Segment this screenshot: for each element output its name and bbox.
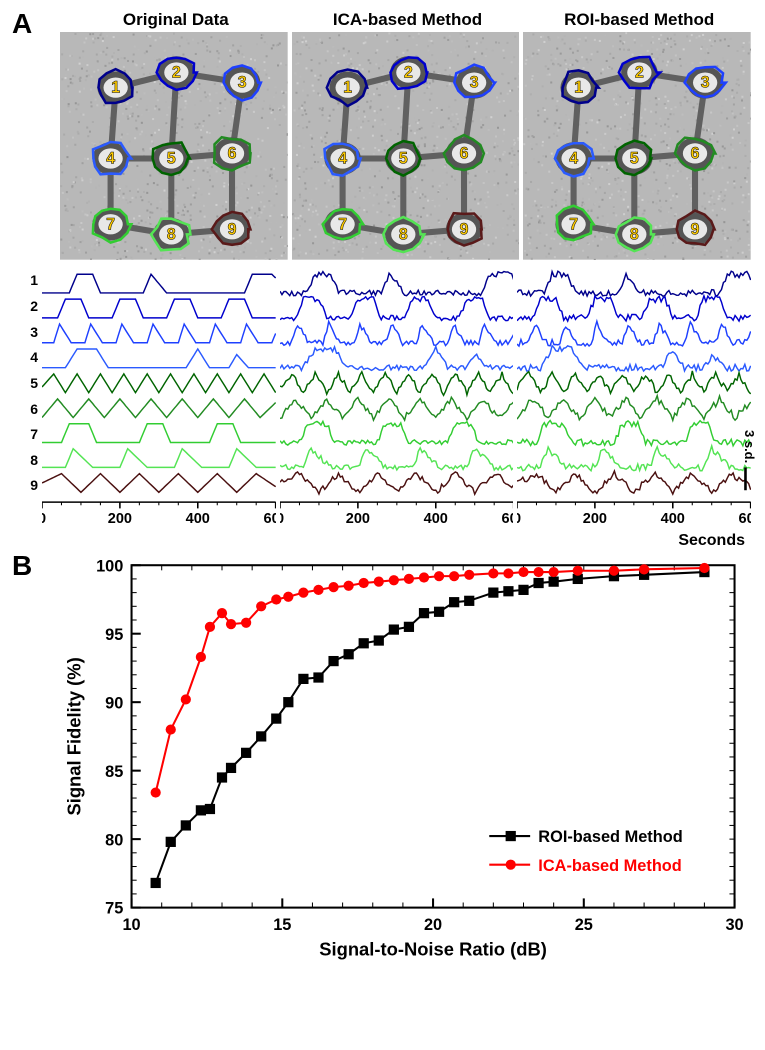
svg-text:90: 90 — [105, 695, 123, 713]
chart-b-container: 10 15 20 25 30 75 80 85 90 95 100 Signal-to-Noise R… — [60, 555, 755, 969]
svg-text:5: 5 — [398, 150, 407, 168]
svg-text:200: 200 — [108, 511, 132, 527]
svg-text:200: 200 — [345, 511, 369, 527]
svg-text:1: 1 — [574, 79, 583, 97]
trace-col-0 — [42, 268, 276, 499]
panel-b-label: B — [12, 550, 32, 582]
svg-text:80: 80 — [105, 832, 123, 850]
figure: A Original Data ICA-based Method ROI-bas… — [10, 10, 755, 969]
trace-xaxis-1: 0 200 400 600 — [280, 498, 514, 532]
svg-text:2: 2 — [404, 64, 413, 82]
svg-text:3: 3 — [701, 74, 710, 92]
trace-col-2 — [517, 268, 751, 499]
svg-text:9: 9 — [228, 220, 237, 238]
svg-text:25: 25 — [575, 916, 593, 934]
svg-text:1: 1 — [343, 79, 352, 97]
svg-text:400: 400 — [186, 511, 210, 527]
svg-text:9: 9 — [691, 220, 700, 238]
svg-text:95: 95 — [105, 626, 123, 644]
svg-text:400: 400 — [661, 511, 685, 527]
svg-text:4: 4 — [106, 150, 115, 168]
trace-label-3: 3 — [18, 324, 38, 340]
image-panel-1: 1 2 3 4 5 6 7 8 9 — [292, 32, 520, 260]
svg-text:10: 10 — [122, 916, 140, 934]
trace-label-9: 9 — [18, 477, 38, 493]
svg-text:5: 5 — [167, 150, 176, 168]
svg-text:20: 20 — [424, 916, 442, 934]
trace-label-7: 7 — [18, 426, 38, 442]
svg-text:1: 1 — [111, 79, 120, 97]
svg-text:7: 7 — [106, 215, 115, 233]
svg-text:4: 4 — [338, 150, 347, 168]
svg-text:8: 8 — [630, 225, 639, 243]
panel-a-label: A — [12, 8, 32, 40]
svg-text:3: 3 — [238, 74, 247, 92]
svg-text:75: 75 — [105, 900, 123, 918]
trace-label-6: 6 — [18, 401, 38, 417]
svg-text:15: 15 — [273, 916, 291, 934]
svg-text:8: 8 — [167, 225, 176, 243]
col-header-0: Original Data — [60, 10, 292, 30]
svg-text:4: 4 — [569, 150, 578, 168]
trace-label-4: 4 — [18, 349, 38, 365]
svg-text:7: 7 — [338, 215, 347, 233]
trace-label-5: 5 — [18, 375, 38, 391]
svg-text:0: 0 — [280, 511, 284, 527]
traces-block: 1 2 3 4 5 6 7 8 9 3 s.d. — [18, 268, 755, 499]
svg-text:200: 200 — [583, 511, 607, 527]
trace-xaxes: 0 200 400 600 0 200 400 600 0 200 400 600 — [42, 498, 755, 532]
col-header-1: ICA-based Method — [292, 10, 524, 30]
panel-a: A Original Data ICA-based Method ROI-bas… — [10, 10, 755, 550]
trace-col-1 — [280, 268, 514, 499]
svg-text:ROI-based Method: ROI-based Method — [538, 828, 682, 846]
svg-text:2: 2 — [172, 64, 181, 82]
image-panel-2: 1 2 3 4 5 6 7 8 9 — [523, 32, 751, 260]
trace-label-2: 2 — [18, 298, 38, 314]
svg-text:8: 8 — [398, 225, 407, 243]
svg-text:Signal-to-Noise Ratio (dB): Signal-to-Noise Ratio (dB) — [319, 939, 547, 960]
trace-xaxis-2: 0 200 400 600 — [517, 498, 751, 532]
svg-text:600: 600 — [264, 511, 276, 527]
svg-text:30: 30 — [725, 916, 743, 934]
seconds-label: Seconds — [10, 532, 745, 550]
svg-text:0: 0 — [517, 511, 521, 527]
svg-text:ICA-based Method: ICA-based Method — [538, 857, 681, 875]
svg-text:6: 6 — [228, 144, 237, 162]
col-header-2: ROI-based Method — [523, 10, 755, 30]
image-panels-row: 1 2 3 4 5 6 7 8 9 1 2 3 4 5 6 7 8 9 1 2 3 4 5 6 7 8 9 — [60, 32, 755, 260]
svg-text:85: 85 — [105, 763, 123, 781]
signal-fidelity-chart: 10 15 20 25 30 75 80 85 90 95 100 Signal-to-Noise R… — [60, 555, 755, 964]
trace-label-8: 8 — [18, 452, 38, 468]
image-panel-0: 1 2 3 4 5 6 7 8 9 — [60, 32, 288, 260]
svg-text:6: 6 — [459, 144, 468, 162]
svg-text:100: 100 — [96, 558, 123, 576]
svg-text:3: 3 — [469, 74, 478, 92]
svg-text:Signal Fidelity (%): Signal Fidelity (%) — [63, 658, 84, 816]
svg-text:7: 7 — [569, 215, 578, 233]
svg-text:0: 0 — [42, 511, 46, 527]
svg-text:600: 600 — [739, 511, 751, 527]
panel-a-headers: Original Data ICA-based Method ROI-based… — [60, 10, 755, 30]
trace-xaxis-0: 0 200 400 600 — [42, 498, 276, 532]
svg-text:6: 6 — [691, 144, 700, 162]
svg-text:2: 2 — [635, 64, 644, 82]
sd-scale-label: 3 s.d. — [742, 430, 757, 463]
trace-columns — [42, 268, 755, 499]
svg-text:400: 400 — [423, 511, 447, 527]
svg-text:600: 600 — [501, 511, 513, 527]
trace-label-1: 1 — [18, 272, 38, 288]
svg-text:5: 5 — [630, 150, 639, 168]
panel-b: B 10152025307580859095100Signal-to-Noise… — [10, 555, 755, 969]
svg-text:9: 9 — [459, 220, 468, 238]
trace-row-labels: 1 2 3 4 5 6 7 8 9 — [18, 268, 42, 499]
